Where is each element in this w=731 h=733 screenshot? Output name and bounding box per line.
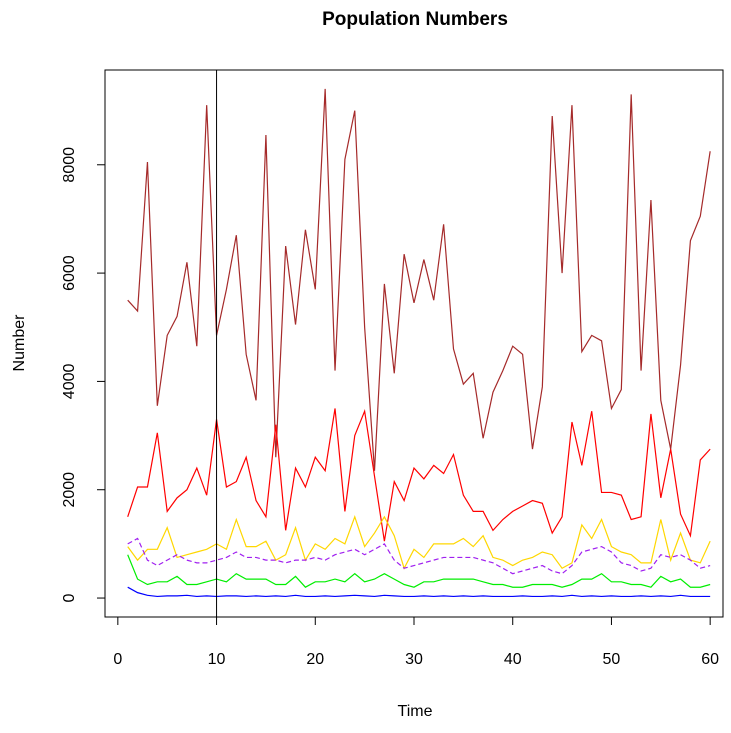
y-tick-label: 0 (61, 593, 78, 602)
x-tick-label: 30 (405, 651, 423, 668)
series-line (127, 88, 711, 471)
y-tick-label: 2000 (61, 472, 78, 508)
series-line (127, 586, 711, 598)
x-tick-label: 10 (208, 651, 226, 668)
x-tick-label: 60 (701, 651, 719, 668)
x-tick-label: 40 (504, 651, 522, 668)
series-line (127, 554, 711, 588)
series-line (127, 408, 711, 542)
y-axis-label: Number (11, 314, 28, 372)
y-tick-label: 8000 (61, 147, 78, 183)
x-tick-label: 0 (113, 651, 122, 668)
series-line (127, 537, 711, 575)
y-tick-label: 6000 (61, 255, 78, 291)
x-axis-label: Time (398, 703, 433, 720)
y-tick-label: 4000 (61, 364, 78, 400)
x-tick-label: 20 (306, 651, 324, 668)
series-line (127, 514, 711, 570)
chart-title: Population Numbers (322, 9, 508, 30)
x-tick-label: 50 (603, 651, 621, 668)
